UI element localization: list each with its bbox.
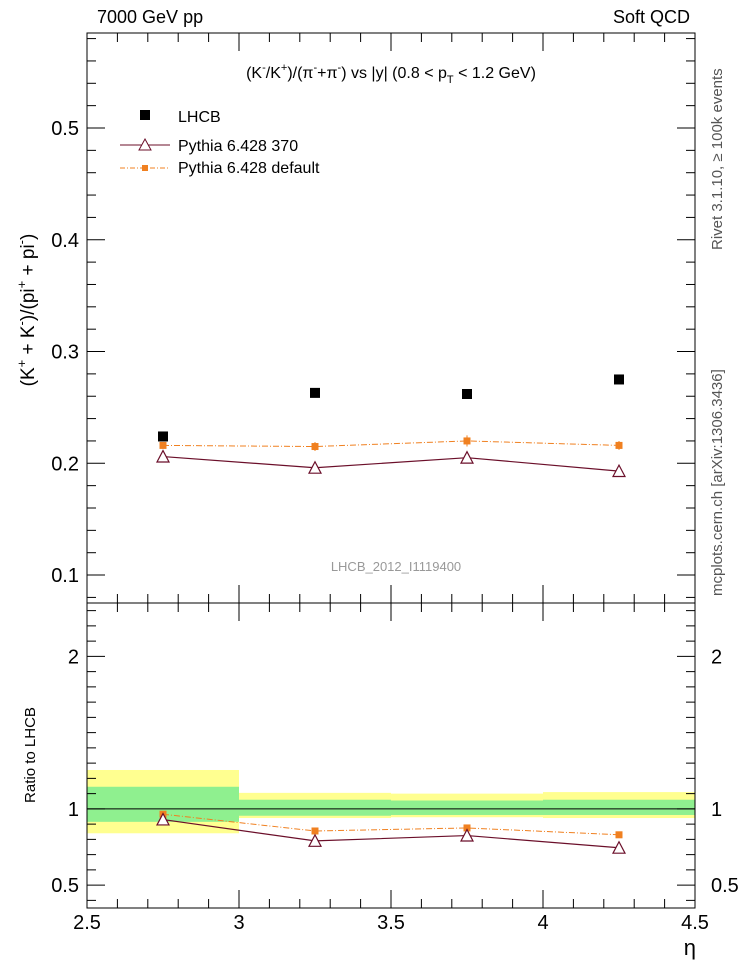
ratio-series (156, 810, 626, 854)
main-axis-ticks: 0.1 0.2 0.3 0.4 0.5 (51, 33, 696, 603)
lhcb-point (462, 389, 472, 399)
ratio-pythia-370-point (612, 840, 626, 854)
main-y-tick-label: 0.5 (51, 118, 79, 140)
ratio-y-tick-label-right: 1 (711, 799, 722, 821)
pythia-370-point (308, 460, 322, 474)
ratio-pythia-370-line (162, 818, 620, 849)
ratio-band-inner (543, 799, 695, 815)
ratio-bands (87, 769, 695, 834)
ratio-band-inner (239, 799, 391, 816)
ratio-y-tick-label-right: 2 (711, 646, 722, 668)
ratio-panel-frame (86, 602, 696, 909)
ratio-pythia-370-point (460, 828, 474, 842)
x-tick-label: 4 (537, 912, 548, 934)
ratio-pythia-default-point (311, 827, 319, 835)
main-ylabel: (K+ + K-)/(pi+ + pi-) (14, 234, 39, 387)
pythia-370-point (460, 450, 474, 464)
ratio-y-tick-label: 2 (68, 646, 79, 668)
ratio-pythia-370-point (156, 812, 170, 826)
pythia-default-point (615, 441, 623, 449)
header-right: Soft QCD (612, 7, 690, 27)
pythia-default-line (162, 440, 620, 448)
lhcb-point (614, 374, 624, 385)
ratio-pythia-default-line (162, 813, 620, 836)
main-series (156, 374, 626, 478)
ratio-y-tick-label: 0.5 (51, 875, 79, 897)
legend-label-pythia-370: Pythia 6.428 370 (178, 138, 298, 155)
x-tick-label: 3.5 (377, 912, 405, 934)
mcplots-label: mcplots.cern.ch [arXiv:1306.3436] (709, 369, 726, 596)
ratio-axis-ticks: 2.5 3 3.5 4 4.50.5 0.51 12 2 (51, 603, 739, 934)
x-tick-label: 3 (233, 912, 244, 934)
main-y-tick-label: 0.4 (51, 230, 79, 252)
legend: LHCB Pythia 6.428 370 Pythia 6.428 defau… (120, 109, 320, 177)
pythia-370-point (156, 449, 170, 463)
ratio-ylabel: Ratio to LHCB (22, 707, 39, 803)
ratio-pythia-default-point (463, 824, 471, 832)
header-left: 7000 GeV pp (97, 7, 204, 27)
legend-marker-pythia-370 (138, 137, 152, 151)
x-axis-label: η (684, 935, 696, 960)
ratio-pythia-370-point (308, 833, 322, 847)
legend-marker-lhcb (140, 110, 150, 120)
main-title: (K-/K+)/(π-+π-) vs |y| (0.8 < pT < 1.2 G… (246, 62, 536, 86)
pythia-default-point (159, 441, 167, 449)
analysis-watermark: LHCB_2012_I1119400 (331, 559, 461, 574)
pythia-default-point (463, 437, 471, 445)
lhcb-point (158, 431, 168, 442)
main-y-tick-label: 0.2 (51, 453, 79, 475)
ratio-pythia-default-point (615, 831, 623, 839)
ratio-band-inner (391, 800, 543, 815)
main-y-tick-label: 0.3 (51, 342, 79, 364)
ratio-y-tick-label-right: 0.5 (711, 875, 739, 897)
svg-text:(K+ + K-)/(pi+ + pi-): (K+ + K-)/(pi+ + pi-) (14, 234, 39, 387)
legend-label-pythia-default: Pythia 6.428 default (178, 160, 320, 177)
x-tick-label: 2.5 (73, 912, 101, 934)
pythia-default-point (311, 443, 319, 451)
x-tick-label: 4.5 (681, 912, 709, 934)
pythia-370-point (612, 463, 626, 478)
pythia-370-line (162, 455, 620, 472)
rivet-label: Rivet 3.1.10, ≥ 100k events (709, 68, 726, 250)
legend-label-lhcb: LHCB (178, 109, 221, 126)
legend-marker-pythia-default (142, 165, 148, 171)
ratio-ylabel-group: Ratio to LHCB (22, 707, 39, 803)
lhcb-point (310, 387, 320, 398)
main-y-tick-label: 0.1 (51, 565, 79, 587)
ratio-y-tick-label: 1 (68, 799, 79, 821)
